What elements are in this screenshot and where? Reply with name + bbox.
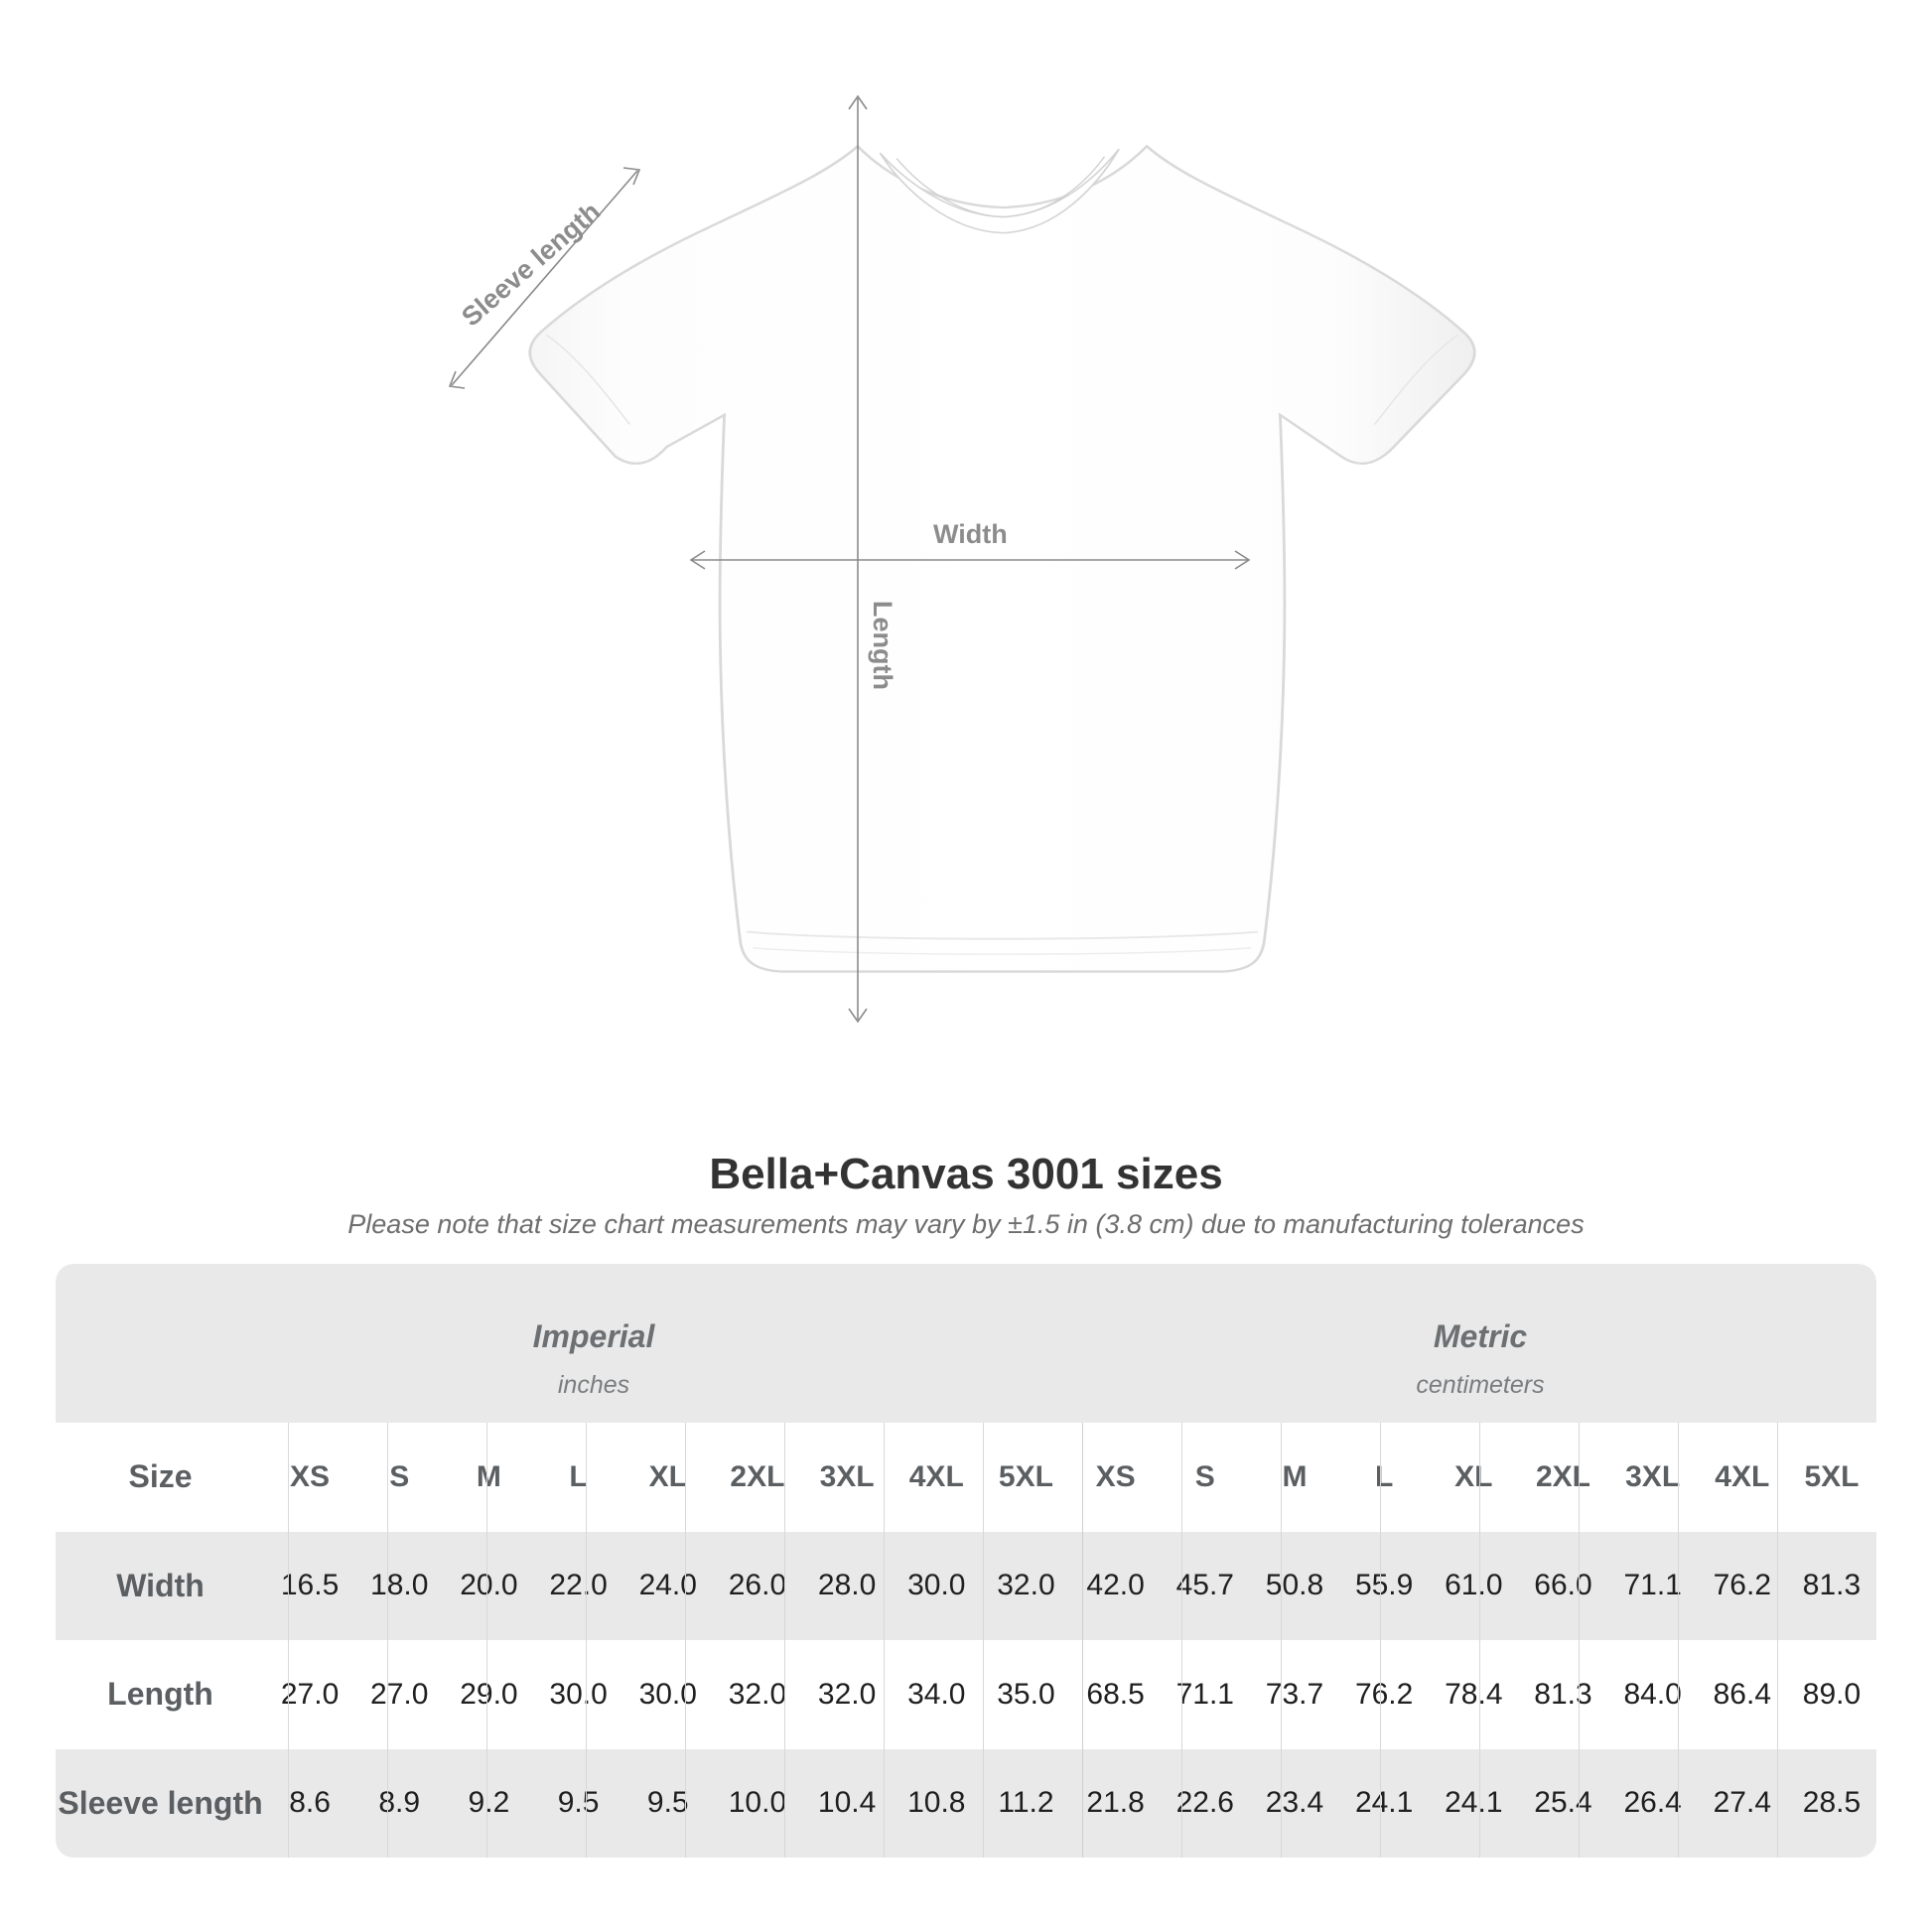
svg-text:Length: Length — [868, 601, 897, 690]
svg-text:Sleeve length: Sleeve length — [456, 197, 606, 333]
svg-text:Width: Width — [933, 519, 1008, 549]
